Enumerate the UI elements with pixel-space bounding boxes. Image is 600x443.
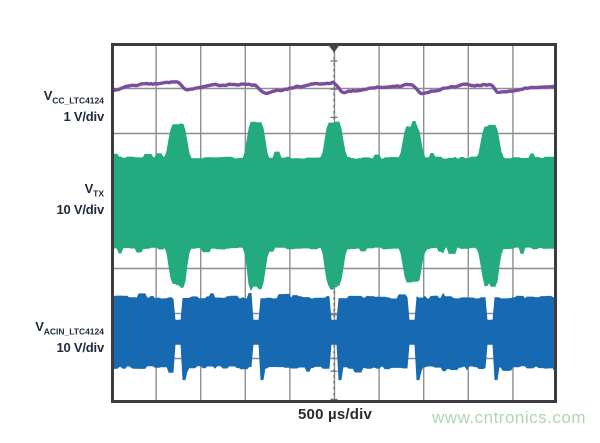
trace-name-vcc: VCC_LTC4124 [43, 88, 104, 106]
scope-plot [111, 43, 557, 403]
trace-name-vtx: VTX [84, 181, 104, 199]
trace-name-vacin: VACIN_LTC4124 [35, 319, 104, 337]
timebase-label: 500 µs/div [297, 406, 373, 423]
trace-scale-vcc: 1 V/div [63, 108, 104, 124]
watermark-text: www.cntronics.com [432, 408, 586, 427]
trace-scale-vacin: 10 V/div [56, 339, 104, 355]
trace-label-vcc: VCC_LTC4124 1 V/div [0, 88, 104, 124]
trace-scale-vtx: 10 V/div [56, 201, 104, 217]
trace-label-vtx: VTX 10 V/div [0, 181, 104, 217]
trace-label-vacin: VACIN_LTC4124 10 V/div [0, 319, 104, 355]
scope-waveform-svg [111, 43, 557, 403]
